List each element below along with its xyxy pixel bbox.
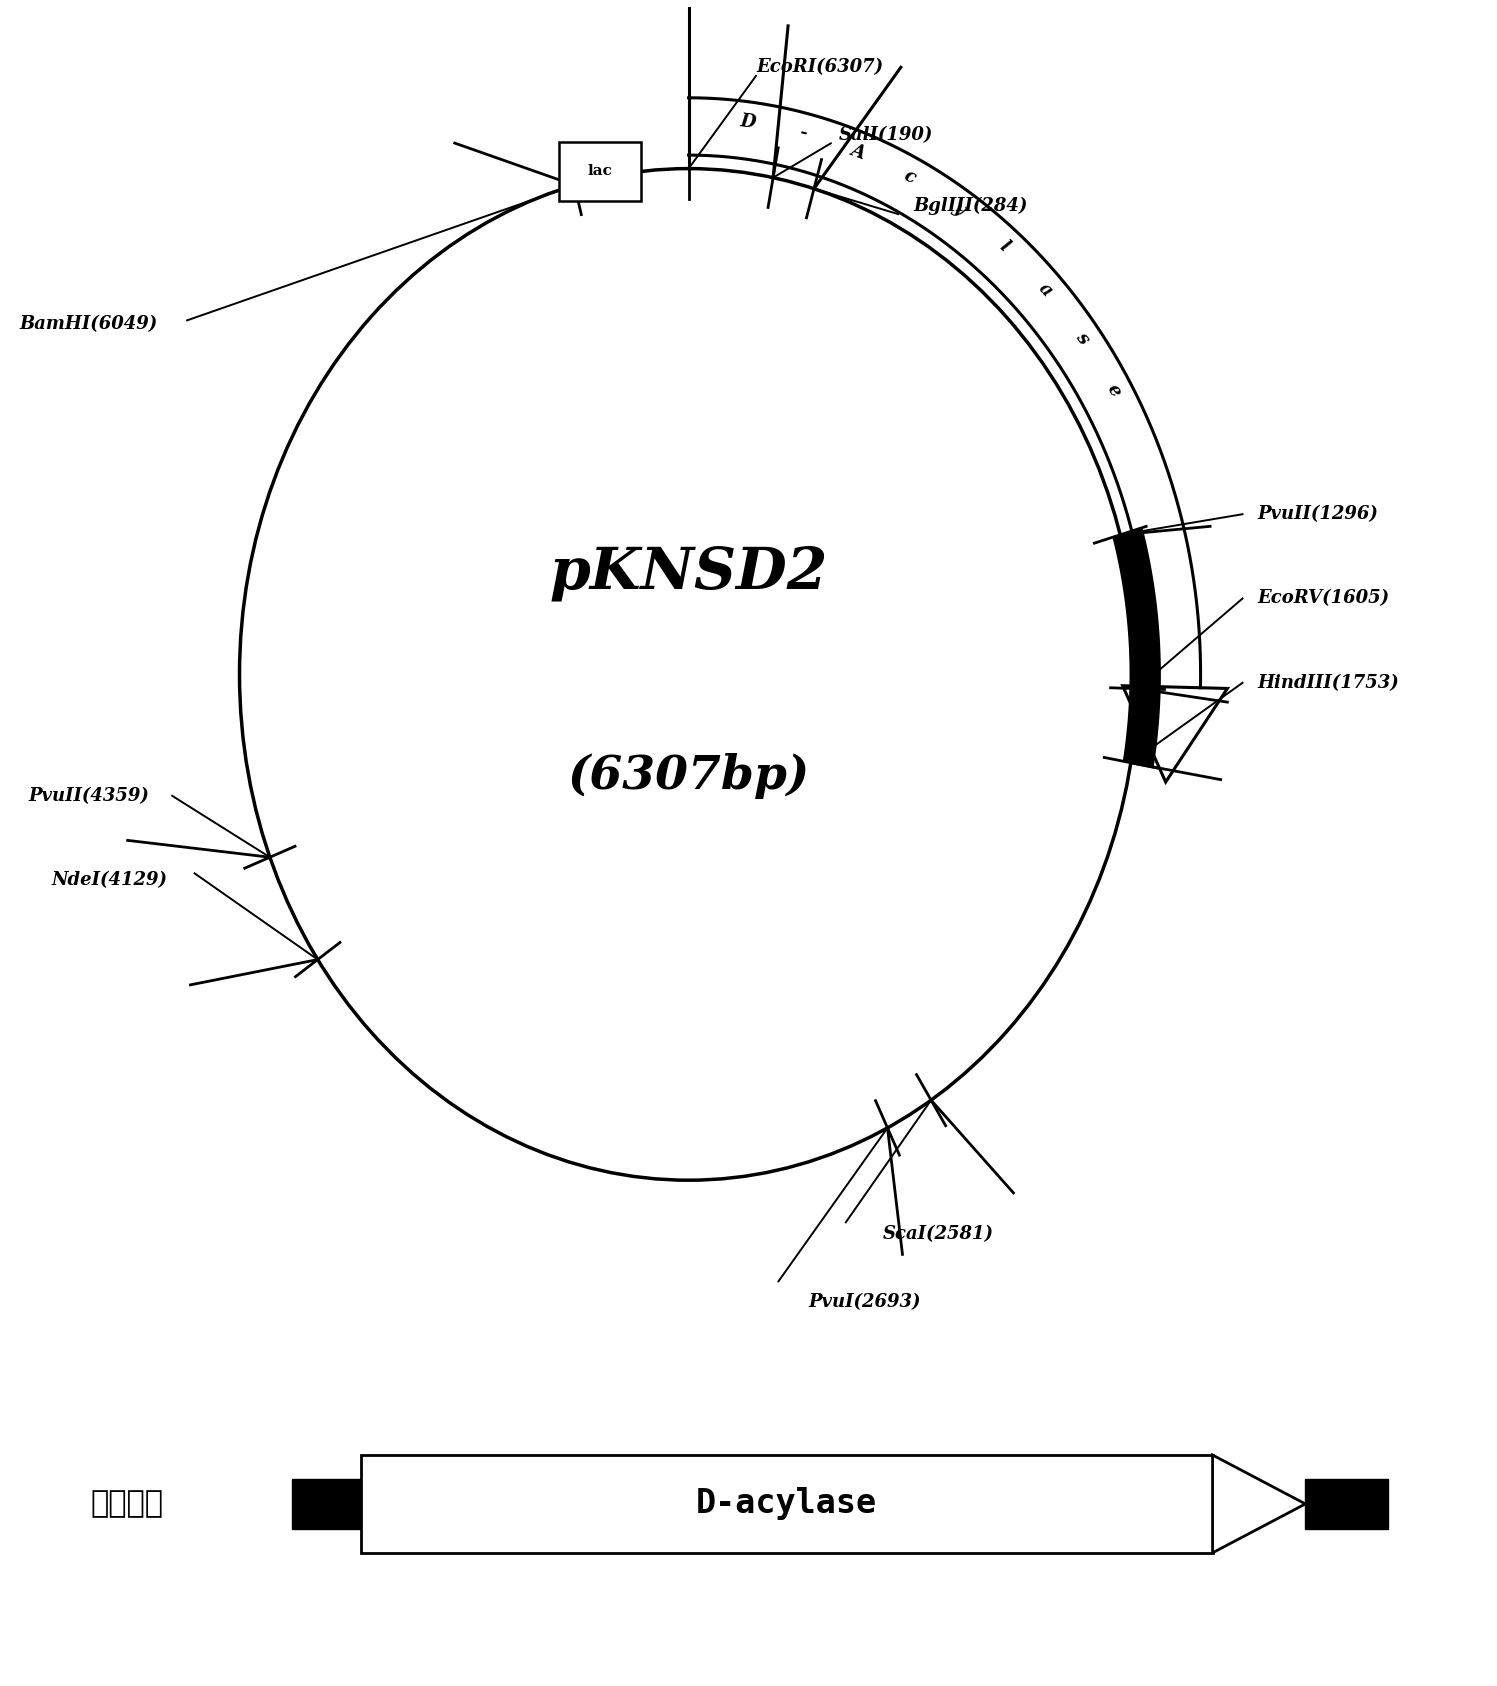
Text: BglIII(284): BglIII(284) <box>913 197 1027 214</box>
Text: EcoRV(1605): EcoRV(1605) <box>1257 590 1389 607</box>
Polygon shape <box>689 98 1201 688</box>
Bar <box>292 1479 361 1529</box>
Text: a: a <box>1034 280 1055 300</box>
Text: c: c <box>900 167 918 187</box>
Text: SalI(190): SalI(190) <box>838 126 933 143</box>
Text: PvuII(4359): PvuII(4359) <box>28 787 150 804</box>
Bar <box>361 1455 1213 1553</box>
Polygon shape <box>1213 1455 1305 1553</box>
Text: EcoRI(6307): EcoRI(6307) <box>756 59 883 76</box>
Bar <box>558 142 641 201</box>
Text: BamHI(6049): BamHI(6049) <box>19 315 157 332</box>
Text: ScaI(2581): ScaI(2581) <box>883 1226 994 1243</box>
Text: 插入片段: 插入片段 <box>91 1489 163 1519</box>
Text: pKNSD2: pKNSD2 <box>549 545 828 602</box>
Text: A: A <box>847 140 867 162</box>
Text: lac: lac <box>587 165 612 179</box>
Bar <box>1305 1479 1388 1529</box>
Text: y: y <box>949 197 967 219</box>
Text: PvuI(2693): PvuI(2693) <box>808 1293 921 1310</box>
Text: NdeI(4129): NdeI(4129) <box>52 872 168 889</box>
Text: s: s <box>1072 329 1093 347</box>
Text: l: l <box>996 238 1012 255</box>
Text: e: e <box>1103 381 1124 400</box>
Text: (6307bp): (6307bp) <box>567 752 810 799</box>
Text: HindIII(1753): HindIII(1753) <box>1257 674 1400 691</box>
Text: D: D <box>738 113 756 132</box>
Text: D-acylase: D-acylase <box>696 1487 877 1521</box>
Text: PvuII(1296): PvuII(1296) <box>1257 506 1379 523</box>
Polygon shape <box>1114 528 1160 767</box>
Text: -: - <box>798 123 808 143</box>
Polygon shape <box>1123 686 1228 782</box>
